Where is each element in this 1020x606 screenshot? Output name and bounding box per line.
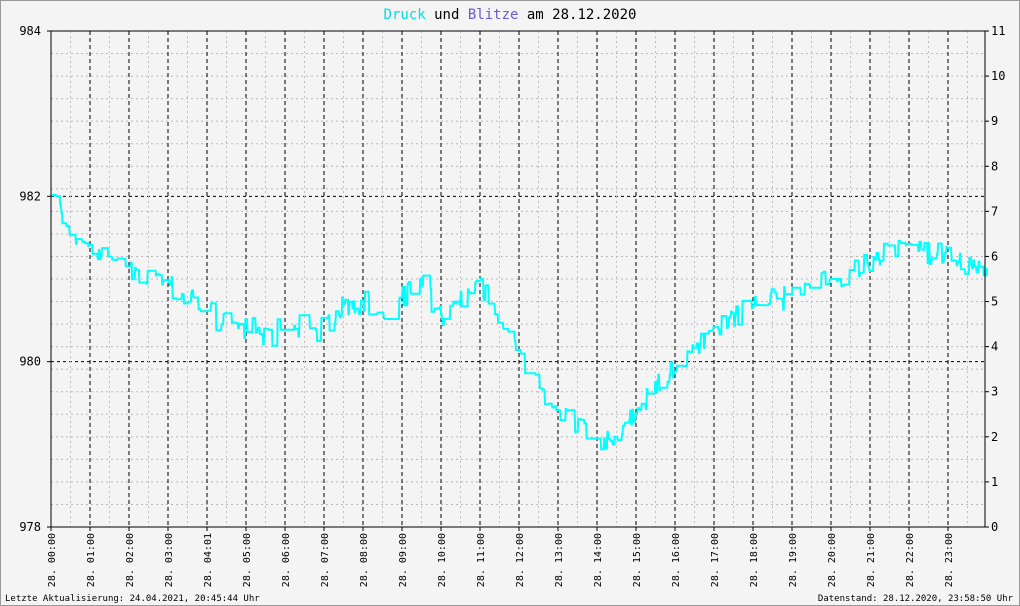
title-blitze: Blitze — [468, 7, 519, 23]
x-tick-label: 28. 13:00 — [554, 533, 565, 587]
series-layer — [50, 194, 988, 451]
x-tick-label: 28. 16:00 — [671, 533, 682, 587]
x-tick-label: 28. 05:00 — [242, 533, 253, 587]
x-tick-label: 28. 14:00 — [593, 533, 604, 587]
right-tick-label: 9 — [991, 114, 998, 128]
right-tick-label: 6 — [991, 249, 998, 263]
title-und: und — [426, 7, 468, 23]
x-tick-label: 28. 22:00 — [905, 533, 916, 587]
x-tick-label: 28. 01:00 — [86, 533, 97, 587]
right-tick-label: 2 — [991, 430, 998, 444]
left-tick-label: 980 — [19, 355, 41, 369]
right-y-axis: 0 1 2 3 4 5 6 7 8 9 10 11 — [985, 24, 1005, 534]
left-tick-label: 984 — [19, 24, 41, 38]
right-tick-label: 0 — [991, 520, 998, 534]
x-tick-label: 28. 11:00 — [476, 533, 487, 587]
right-tick-label: 1 — [991, 475, 998, 489]
data-status-text: Datenstand: 28.12.2020, 23:58:50 Uhr — [817, 594, 1013, 604]
title-druck: Druck — [384, 7, 427, 23]
right-tick-label: 8 — [991, 159, 998, 173]
x-tick-label: 28. 18:00 — [749, 533, 760, 587]
right-tick-label: 7 — [991, 204, 998, 218]
druck-series-line — [50, 194, 988, 451]
last-update-text: Letzte Aktualisierung: 24.04.2021, 20:45… — [5, 594, 260, 604]
x-tick-label: 28. 00:00 — [47, 533, 58, 587]
x-axis: 28. 00:00 28. 01:00 28. 02:00 28. 03:00 28. … — [47, 527, 955, 587]
left-tick-label: 978 — [19, 520, 41, 534]
right-tick-label: 4 — [991, 340, 998, 354]
left-y-axis: 978 980 982 984 — [19, 24, 51, 534]
plot-border — [50, 30, 986, 528]
x-tick-label: 28. 20:00 — [827, 533, 838, 587]
right-tick-label: 11 — [991, 24, 1005, 38]
x-tick-label: 28. 15:00 — [632, 533, 643, 587]
x-tick-label: 28. 08:00 — [359, 533, 370, 587]
grid — [51, 30, 985, 528]
right-tick-label: 10 — [991, 69, 1005, 83]
x-tick-label: 28. 23:00 — [944, 533, 955, 587]
chart-title: Druck und Blitze am 28.12.2020 — [384, 7, 637, 23]
x-tick-label: 28. 17:00 — [710, 533, 721, 587]
left-tick-label: 982 — [19, 189, 41, 203]
x-tick-label: 28. 06:00 — [281, 533, 292, 587]
x-tick-label: 28. 19:00 — [788, 533, 799, 587]
x-tick-label: 28. 02:00 — [125, 533, 136, 587]
title-date: am 28.12.2020 — [518, 7, 636, 23]
x-tick-label: 28. 07:00 — [320, 533, 331, 587]
x-tick-label: 28. 12:00 — [515, 533, 526, 587]
x-tick-label: 28. 21:00 — [866, 533, 877, 587]
right-tick-label: 3 — [991, 385, 998, 399]
x-tick-label: 28. 03:00 — [164, 533, 175, 587]
x-tick-label: 28. 09:00 — [398, 533, 409, 587]
x-tick-label: 28. 10:00 — [437, 533, 448, 587]
right-tick-label: 5 — [991, 295, 998, 309]
x-tick-label: 28. 04:01 — [203, 533, 214, 587]
